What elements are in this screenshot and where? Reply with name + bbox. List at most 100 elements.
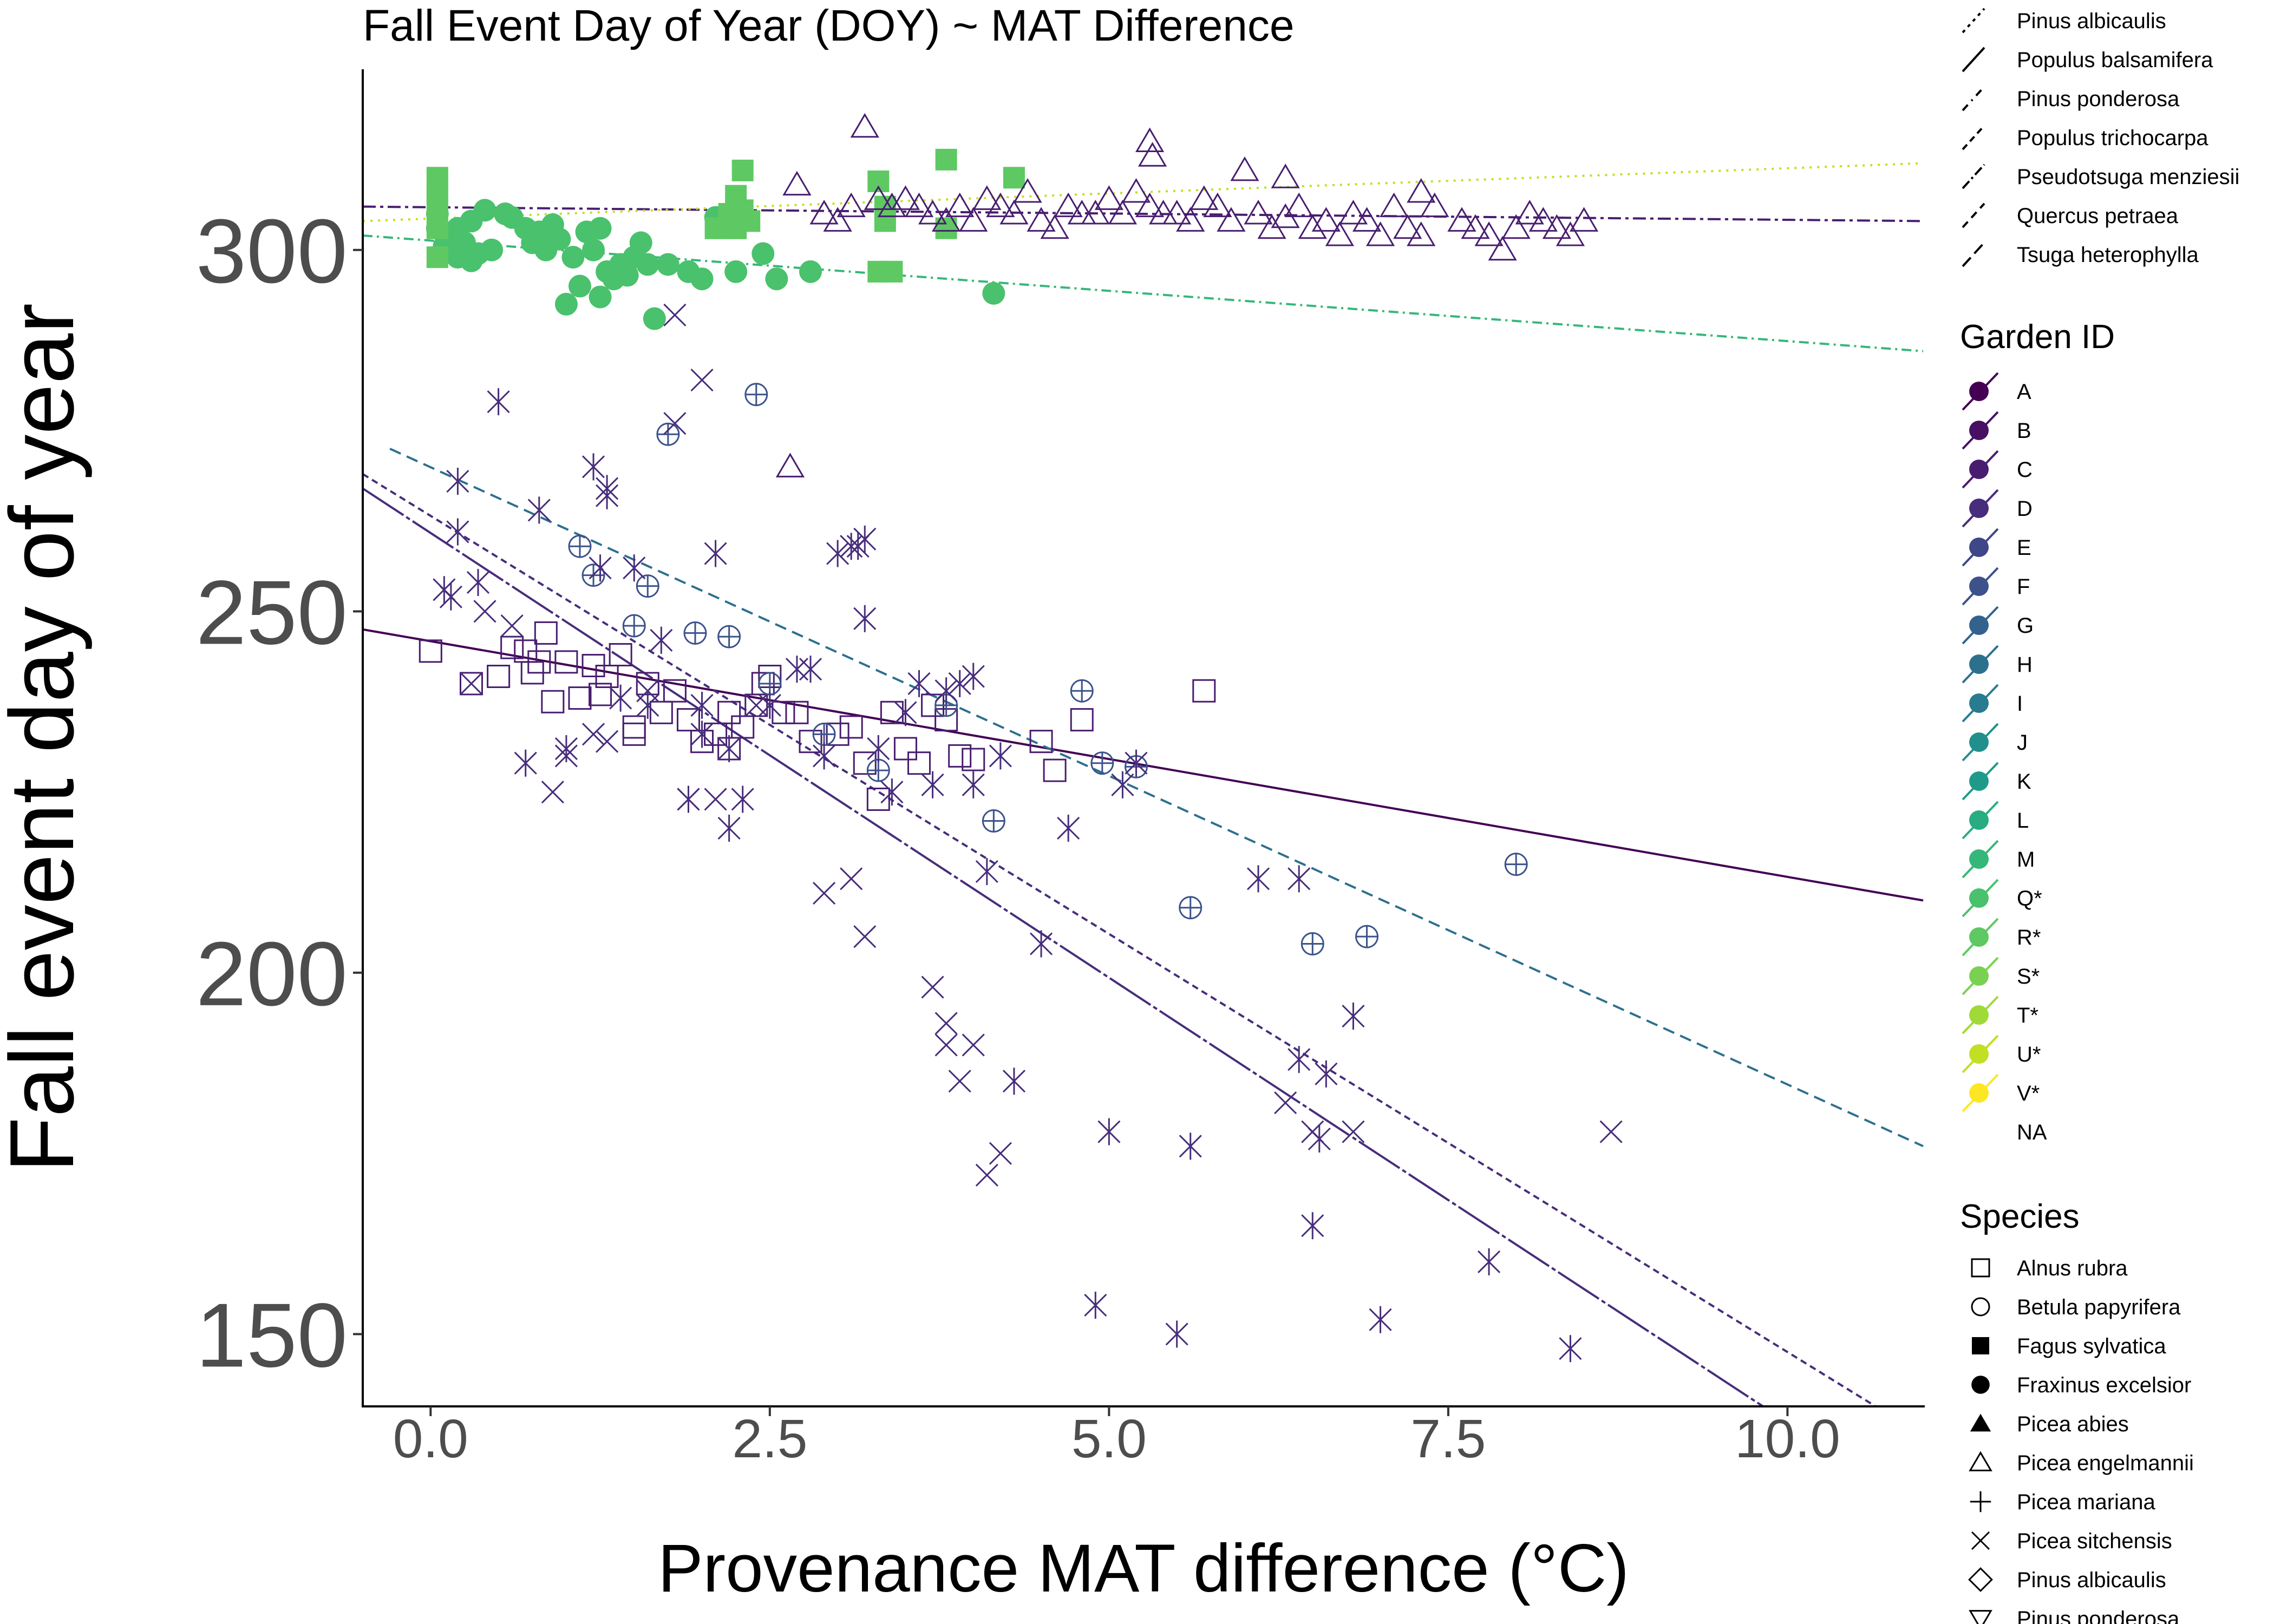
data-point (656, 253, 679, 276)
data-point (1352, 207, 1382, 232)
legend-garden-label: B (2017, 419, 2031, 443)
data-point (1125, 749, 1148, 777)
data-point (1301, 1212, 1324, 1240)
legend-garden-swatch (1969, 615, 1989, 635)
data-point (649, 700, 673, 724)
legend-garden-label: A (2017, 380, 2031, 404)
data-point (676, 708, 700, 732)
data-point (581, 453, 605, 481)
legend-garden-swatch (1969, 888, 1989, 908)
data-point (752, 242, 775, 265)
legend-garden-label: D (2017, 497, 2033, 521)
data-point (480, 238, 504, 261)
data-point (582, 238, 605, 261)
legend-garden-label: C (2017, 458, 2033, 482)
data-point (839, 715, 863, 739)
data-point (636, 574, 659, 598)
trend-line-6 (362, 473, 1877, 1407)
x-tick-label: 2.5 (732, 1409, 807, 1469)
x-tick-label: 7.5 (1410, 1409, 1486, 1469)
data-point (1246, 865, 1270, 893)
data-point (935, 677, 958, 705)
data-point (907, 751, 931, 775)
legend-species-key (1971, 1297, 1990, 1317)
legend-garden-label: R* (2017, 926, 2041, 949)
data-point (1217, 207, 1246, 232)
x-axis-label: Provenance MAT difference (°C) (658, 1531, 1629, 1606)
data-point (704, 540, 727, 567)
data-point (962, 1033, 985, 1057)
data-point (1070, 679, 1094, 703)
legend-linetype-key (1962, 202, 1985, 228)
data-point (1501, 214, 1531, 239)
data-point (446, 217, 469, 240)
trend-lines (362, 162, 1924, 1407)
data-point (636, 679, 659, 703)
data-point (1043, 758, 1067, 782)
y-axis-label: Fall event day of year (0, 303, 93, 1173)
data-point (1230, 156, 1259, 181)
data-point (1165, 1320, 1188, 1348)
data-point (663, 679, 687, 703)
data-point (962, 748, 985, 771)
legend-species-key (1970, 1413, 1991, 1432)
data-point (935, 148, 957, 171)
data-point (1342, 1120, 1365, 1143)
data-point (534, 621, 558, 645)
data-point (1504, 853, 1528, 876)
legend-garden-swatch (1969, 1083, 1989, 1103)
data-point (1081, 200, 1110, 225)
data-point (460, 672, 483, 695)
legend-species-key (1971, 1376, 1990, 1394)
legend-species-label: Pinus ponderosa (2017, 1607, 2180, 1624)
legend-garden-label: F (2017, 575, 2030, 599)
legend-linetype-label: Pseudotsuga menziesii (2017, 165, 2239, 189)
data-point (1342, 1003, 1365, 1030)
data-point (989, 1142, 1012, 1165)
data-point (1027, 207, 1056, 232)
legend-species-key (1971, 1258, 1990, 1278)
data-point (473, 199, 496, 222)
legend-garden-label: H (2017, 653, 2033, 677)
legend-garden-swatch (1969, 1005, 1989, 1025)
data-point (918, 200, 948, 225)
data-point (731, 785, 754, 813)
data-point (1298, 214, 1327, 239)
data-point (1301, 1120, 1324, 1143)
data-point (581, 723, 605, 746)
legend-species-label: Fagus sylvatica (2017, 1334, 2166, 1358)
legend-linetype: Pinus albicaulis Populus balsamifera Pinus… (1962, 8, 2239, 267)
legend-garden-label: S* (2017, 965, 2040, 988)
data-point (589, 285, 612, 309)
legend-linetype-key (1962, 47, 1985, 73)
data-point (541, 781, 564, 804)
data-point (609, 643, 632, 666)
data-point (500, 614, 524, 638)
data-point (1369, 1306, 1392, 1333)
data-point (1176, 207, 1205, 232)
data-point (853, 751, 877, 775)
data-point (487, 388, 510, 416)
axes (362, 69, 1925, 1407)
data-point (1029, 930, 1053, 958)
data-point (962, 771, 985, 798)
data-point (643, 307, 666, 330)
data-point (650, 626, 673, 654)
legend-species-title: Species (1960, 1198, 2080, 1235)
data-point (982, 809, 1005, 833)
data-point (1192, 679, 1216, 703)
legend-garden-swatch (1969, 927, 1989, 947)
data-point (904, 192, 934, 218)
legend-garden-label: J (2017, 731, 2028, 755)
data-point (948, 1070, 971, 1093)
legend-garden-swatch (1969, 771, 1989, 791)
legend-garden-swatch (1969, 538, 1989, 557)
data-point (690, 267, 714, 291)
data-point (999, 200, 1029, 225)
legend-garden-label: E (2017, 536, 2031, 560)
legend-linetype-key (1962, 125, 1985, 150)
data-point (1407, 221, 1436, 246)
legend-garden-swatch (1969, 382, 1989, 401)
data-point (419, 639, 442, 663)
data-point (561, 246, 585, 269)
